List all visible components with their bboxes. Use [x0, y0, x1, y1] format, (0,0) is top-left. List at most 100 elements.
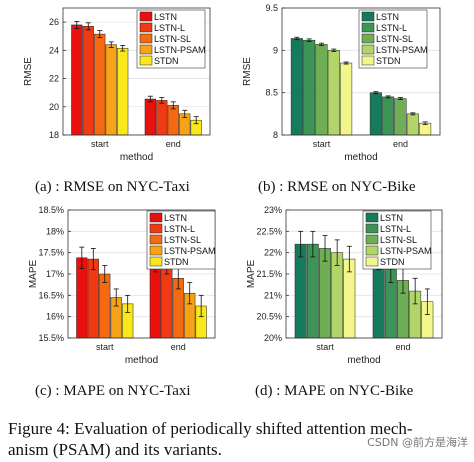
bar-LSTN-end	[149, 260, 161, 339]
legend-swatch	[149, 212, 163, 223]
bar-LSTN-L-end	[161, 263, 173, 339]
bar-LSTN-L-end	[382, 96, 395, 136]
bar-LSTN-start	[294, 243, 307, 339]
x-tick-label-start: start	[316, 342, 334, 352]
legend-label: LSTN	[154, 12, 177, 22]
bar-LSTN-L-start	[87, 258, 99, 339]
legend-label: LSTN	[380, 213, 403, 223]
legend-swatch	[139, 22, 153, 33]
bar-LSTN-L-start	[306, 243, 319, 339]
x-tick-label-start: start	[96, 342, 114, 352]
legend-swatch	[365, 234, 379, 245]
legend-swatch	[139, 44, 153, 55]
bar-LSTN-start	[71, 24, 83, 136]
legend-label: LSTN-PSAM	[376, 45, 428, 55]
axes-box	[281, 7, 441, 136]
legend-label: LSTN-PSAM	[380, 246, 432, 256]
bar-LSTN-SL-start	[315, 44, 328, 136]
legend-label: LSTN-PSAM	[154, 45, 206, 55]
bar-LSTN-end	[369, 92, 382, 136]
legend-swatch	[361, 33, 375, 44]
legend-swatch	[365, 223, 379, 234]
bar-LSTN-end	[144, 98, 156, 136]
legend-swatch	[149, 234, 163, 245]
legend-swatch	[139, 33, 153, 44]
bar-LSTN-SL-start	[94, 33, 106, 136]
bar-LSTN-start	[290, 38, 303, 136]
y-tick-label: 26	[49, 17, 59, 27]
x-axis-label: method	[120, 152, 153, 163]
bar-LSTN-L-start	[303, 39, 316, 136]
y-axis-label: MAPE	[246, 260, 257, 289]
bar-LSTN-start	[76, 257, 88, 339]
bar-LSTN-SL-end	[167, 105, 179, 136]
y-tick-label: 22%	[264, 248, 282, 258]
legend-swatch	[361, 44, 375, 55]
legend-label: STDN	[154, 56, 179, 66]
chart-panel-2: 15.5% 16% 16.5% 17% 17.5% 18% 18.5% start end met…	[28, 205, 216, 366]
y-tick-label: 20	[49, 102, 59, 112]
legend-swatch	[365, 245, 379, 256]
legend-label: LSTN-L	[380, 224, 411, 234]
legend-swatch	[149, 223, 163, 234]
x-axis-label: method	[344, 152, 377, 163]
legend-label: LSTN	[164, 213, 187, 223]
x-axis-label: method	[125, 355, 158, 366]
y-tick-label: 15.5%	[38, 333, 64, 343]
axes-box	[62, 7, 211, 136]
legend-label: LSTN-SL	[380, 235, 417, 245]
y-axis-label: MAPE	[28, 260, 39, 289]
x-tick-label-end: end	[395, 342, 410, 352]
bar-LSTN-SL-start	[319, 248, 331, 339]
axes-box	[285, 209, 443, 339]
x-tick-label-start: start	[91, 139, 109, 149]
bar-STDN-start	[117, 47, 129, 136]
caption-d: (d) : MAPE on NYC-Bike	[255, 383, 414, 399]
legend-label: LSTN-L	[376, 23, 407, 33]
x-axis-label: method	[347, 355, 380, 366]
y-tick-label: 24	[49, 45, 59, 55]
watermark: CSDN @前方是海洋	[367, 435, 468, 449]
bar-LSTN-L-end	[156, 100, 168, 136]
legend-swatch	[365, 256, 379, 267]
legend-label: LSTN-L	[154, 23, 185, 33]
legend-swatch	[361, 11, 375, 22]
bar-LSTN-PSAM-start	[327, 50, 340, 136]
y-tick-label: 20%	[264, 333, 282, 343]
y-tick-label: 23%	[264, 205, 282, 215]
y-tick-label: 18%	[46, 226, 64, 236]
bar-LSTN-SL-end	[394, 98, 407, 136]
x-tick-label-end: end	[171, 342, 186, 352]
legend-label: STDN	[376, 56, 401, 66]
y-tick-label: 8	[273, 130, 278, 140]
caption-b: (b) : RMSE on NYC-Bike	[258, 179, 416, 195]
bar-STDN-start	[340, 62, 353, 136]
y-tick-label: 18	[49, 130, 59, 140]
axes-box	[67, 209, 216, 339]
bar-LSTN-PSAM-end	[406, 113, 419, 136]
y-tick-label: 16.5%	[38, 290, 64, 300]
caption-a: (a) : RMSE on NYC-Taxi	[35, 179, 190, 195]
bar-LSTN-SL-start	[99, 273, 111, 339]
legend-swatch	[361, 55, 375, 66]
legend-swatch	[139, 55, 153, 66]
caption-c: (c) : MAPE on NYC-Taxi	[35, 383, 191, 399]
y-tick-label: 17.5%	[38, 248, 64, 258]
legend-swatch	[149, 245, 163, 256]
y-tick-label: 22	[49, 74, 59, 84]
bar-STDN-end	[419, 122, 432, 136]
y-tick-label: 16%	[46, 312, 64, 322]
legend-swatch	[149, 256, 163, 267]
legend-label: LSTN	[376, 12, 399, 22]
legend-label: STDN	[164, 257, 189, 267]
y-tick-label: 22.5%	[256, 226, 282, 236]
x-tick-label-end: end	[393, 139, 408, 149]
legend-label: STDN	[380, 257, 405, 267]
figure-caption-line2: anism (PSAM) and its variants.	[8, 440, 222, 459]
